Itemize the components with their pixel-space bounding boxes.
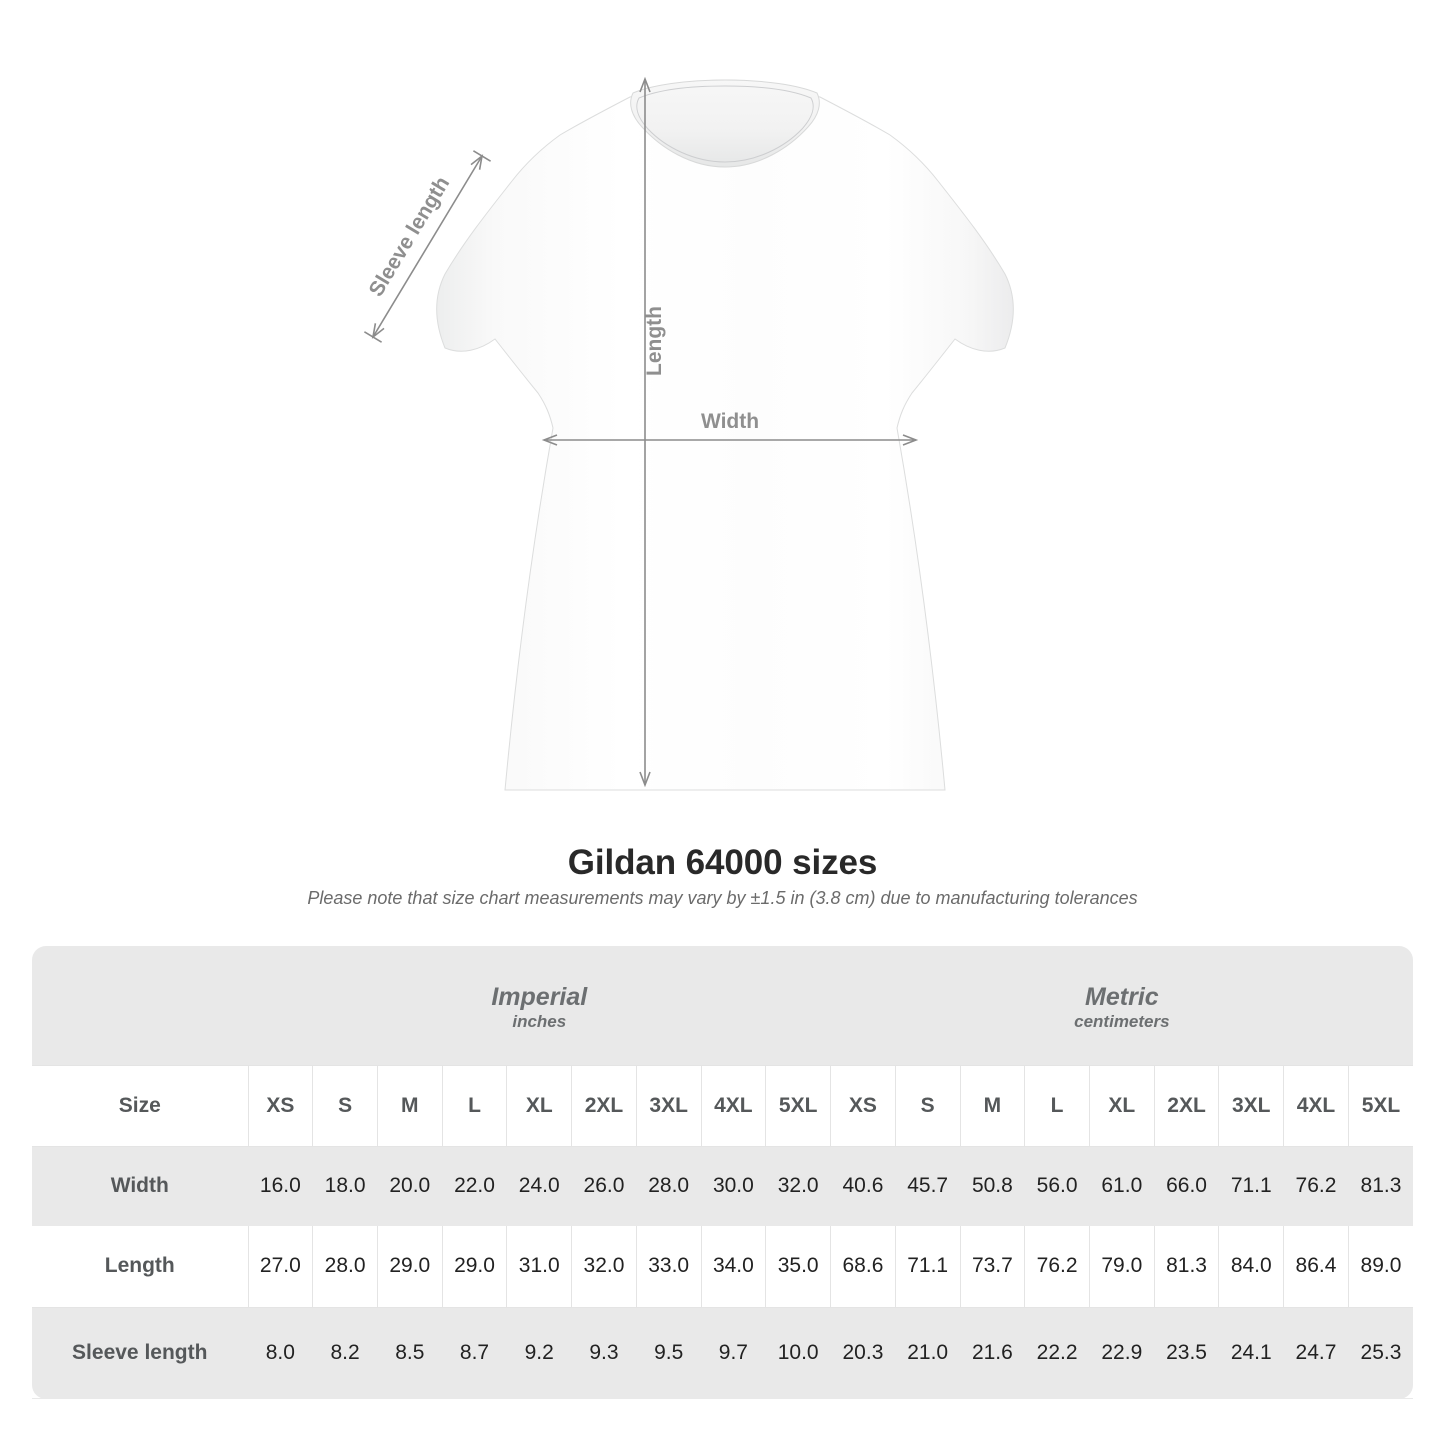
svg-text:Length: Length xyxy=(643,306,666,376)
svg-text:Sleeve length: Sleeve length xyxy=(365,173,455,301)
svg-text:Width: Width xyxy=(701,410,759,433)
